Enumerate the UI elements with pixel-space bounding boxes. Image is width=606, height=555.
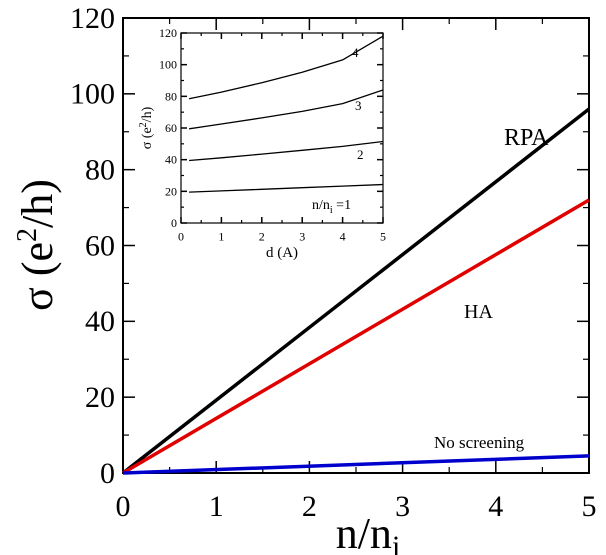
main-x-tick-label: 4 (488, 490, 503, 523)
inset-x-tick-label: 4 (340, 230, 346, 244)
inset-series-line-1 (189, 140, 384, 162)
main-y-tick-label: 100 (70, 78, 115, 111)
series-label-rpa: RPA (504, 125, 549, 151)
inset-y-tick-label: 20 (165, 184, 177, 198)
main-y-tick-label: 20 (85, 381, 115, 414)
main-y-tick-label: 120 (70, 2, 115, 35)
main-x-axis-label: n/ni (336, 509, 401, 555)
inset-x-tick-label: 0 (178, 230, 184, 244)
inset-x-tick-label: 3 (299, 230, 305, 244)
main-series-group (121, 107, 591, 475)
main-y-tick-label: 60 (85, 229, 115, 262)
inset-x-axis-label: d (A) (266, 245, 298, 261)
inset-ticks (180, 32, 384, 224)
main-x-tick-label: 0 (116, 490, 131, 523)
inset-y-tick-label: 80 (165, 89, 177, 103)
inset-series-line-0 (189, 183, 384, 193)
main-x-tick-label: 5 (582, 490, 597, 523)
main-y-tick-label: 0 (100, 457, 115, 490)
inset-y-axis-label: σ (e2/h) (138, 106, 155, 149)
inset-series-group (188, 35, 384, 193)
series-label-ha: HA (464, 301, 493, 323)
main-x-tick-label: 2 (302, 490, 317, 523)
main-x-tick-label: 1 (209, 490, 224, 523)
inset-y-tick-label: 100 (159, 58, 177, 72)
main-y-tick-label: 80 (85, 154, 115, 187)
inset-y-tick-label: 120 (159, 26, 177, 40)
main-y-tick-label: 40 (85, 305, 115, 338)
main-x-tick-label: 3 (395, 490, 410, 523)
inset-label-n1: n/ni =1 (312, 198, 351, 216)
inset-label-2: 2 (357, 147, 364, 162)
main-series-line-0 (121, 107, 591, 475)
inset-label-3: 3 (355, 98, 362, 113)
inset-x-tick-label: 2 (259, 230, 265, 244)
main-ticks (122, 17, 590, 474)
main-y-axis-label: σ (e2/h) (12, 179, 62, 311)
series-label-no-screening: No screening (434, 433, 525, 452)
inset-background (181, 33, 383, 223)
inset-y-tick-label: 0 (171, 216, 177, 230)
inset-series-line-3 (188, 35, 384, 100)
main-series-line-2 (122, 454, 590, 475)
main-series-line-1 (122, 198, 590, 475)
inset-x-tick-label: 5 (380, 230, 386, 244)
inset-series-line-2 (189, 89, 384, 130)
inset-y-tick-label: 40 (165, 153, 177, 167)
inset-label-4: 4 (352, 45, 359, 60)
inset-tick-labels: 0 1 2 3 4 5 0 20 40 60 80 100 120 (159, 26, 386, 244)
inset-x-tick-label: 1 (218, 230, 224, 244)
inset-y-tick-label: 60 (165, 121, 177, 135)
